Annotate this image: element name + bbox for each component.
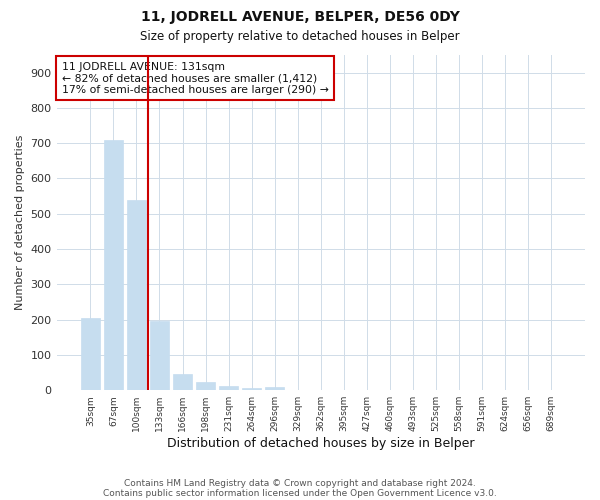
Text: Size of property relative to detached houses in Belper: Size of property relative to detached ho… [140, 30, 460, 43]
Bar [219, 386, 238, 390]
Text: 11 JODRELL AVENUE: 131sqm
← 82% of detached houses are smaller (1,412)
17% of se: 11 JODRELL AVENUE: 131sqm ← 82% of detac… [62, 62, 329, 95]
Bar [173, 374, 193, 390]
Bar [196, 382, 215, 390]
Text: Contains HM Land Registry data © Crown copyright and database right 2024.: Contains HM Land Registry data © Crown c… [124, 478, 476, 488]
Bar [104, 140, 123, 390]
Text: Contains public sector information licensed under the Open Government Licence v3: Contains public sector information licen… [103, 488, 497, 498]
Bar [80, 318, 100, 390]
Bar [149, 322, 169, 390]
X-axis label: Distribution of detached houses by size in Belper: Distribution of detached houses by size … [167, 437, 475, 450]
Bar [242, 388, 262, 390]
Bar [127, 200, 146, 390]
Bar [265, 388, 284, 390]
Text: 11, JODRELL AVENUE, BELPER, DE56 0DY: 11, JODRELL AVENUE, BELPER, DE56 0DY [140, 10, 460, 24]
Y-axis label: Number of detached properties: Number of detached properties [15, 135, 25, 310]
